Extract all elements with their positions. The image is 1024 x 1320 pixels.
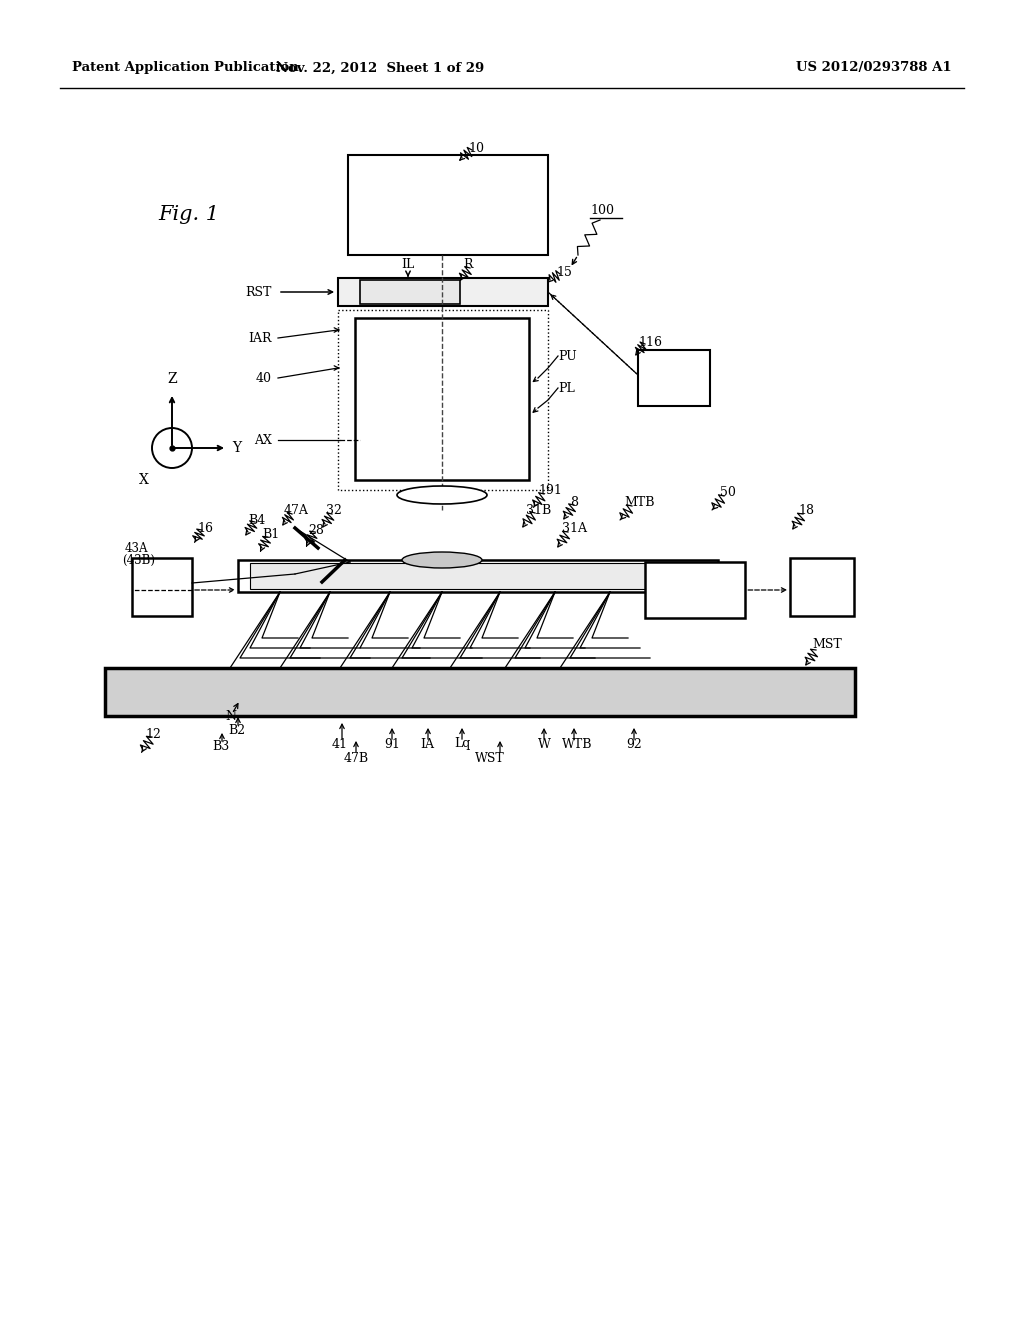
Bar	[238, 560, 718, 591]
Text: X: X	[139, 473, 148, 487]
Text: IA: IA	[420, 738, 434, 751]
Text: 116: 116	[638, 335, 662, 348]
Bar	[250, 564, 706, 589]
Text: WTB: WTB	[562, 738, 593, 751]
Text: 28: 28	[308, 524, 324, 536]
Text: Patent Application Publication: Patent Application Publication	[72, 62, 299, 74]
Text: B1: B1	[262, 528, 280, 541]
Ellipse shape	[397, 486, 487, 504]
Text: PU: PU	[558, 350, 577, 363]
Text: B2: B2	[228, 723, 245, 737]
Text: RST: RST	[246, 285, 272, 298]
Bar	[348, 154, 548, 255]
Bar	[338, 279, 548, 306]
Text: R: R	[463, 259, 473, 272]
Text: 31B: 31B	[526, 503, 551, 516]
Bar	[790, 558, 854, 616]
Text: MST: MST	[812, 639, 842, 652]
Text: 18: 18	[798, 503, 814, 516]
Text: IAR: IAR	[249, 331, 272, 345]
Text: 15: 15	[556, 265, 571, 279]
Text: 12: 12	[145, 729, 161, 742]
Bar	[638, 350, 710, 407]
Text: B4: B4	[248, 513, 265, 527]
Ellipse shape	[402, 552, 482, 568]
Text: 47A: 47A	[284, 503, 309, 516]
Text: 32: 32	[326, 503, 342, 516]
Text: 31A: 31A	[562, 521, 587, 535]
Text: AX: AX	[254, 433, 272, 446]
Text: US 2012/0293788 A1: US 2012/0293788 A1	[797, 62, 952, 74]
Bar	[355, 318, 529, 480]
Text: 47B: 47B	[344, 751, 369, 764]
Bar	[360, 280, 460, 304]
Text: 50: 50	[720, 486, 736, 499]
Text: 8: 8	[570, 495, 578, 508]
Text: 40: 40	[256, 371, 272, 384]
Text: B3: B3	[212, 739, 229, 752]
Text: 16: 16	[197, 521, 213, 535]
Text: Lq: Lq	[454, 738, 470, 751]
Text: 191: 191	[538, 483, 562, 496]
Bar	[132, 558, 193, 616]
Text: 92: 92	[626, 738, 642, 751]
Text: PL: PL	[558, 381, 574, 395]
Text: 10: 10	[468, 141, 484, 154]
Text: 91: 91	[384, 738, 400, 751]
Text: Z: Z	[167, 372, 177, 385]
Text: Y: Y	[232, 441, 241, 455]
Text: (43B): (43B)	[122, 553, 155, 566]
Text: MTB: MTB	[624, 495, 654, 508]
Text: Fig. 1: Fig. 1	[158, 206, 219, 224]
Bar	[338, 310, 548, 490]
Text: WST: WST	[475, 751, 505, 764]
Text: Nov. 22, 2012  Sheet 1 of 29: Nov. 22, 2012 Sheet 1 of 29	[275, 62, 484, 74]
Text: 100: 100	[590, 203, 614, 216]
Bar	[105, 668, 855, 715]
Text: W: W	[538, 738, 551, 751]
Text: 43A: 43A	[125, 541, 148, 554]
Text: IL: IL	[401, 259, 415, 272]
Text: N: N	[225, 710, 236, 722]
Bar	[645, 562, 745, 618]
Text: 41: 41	[332, 738, 348, 751]
